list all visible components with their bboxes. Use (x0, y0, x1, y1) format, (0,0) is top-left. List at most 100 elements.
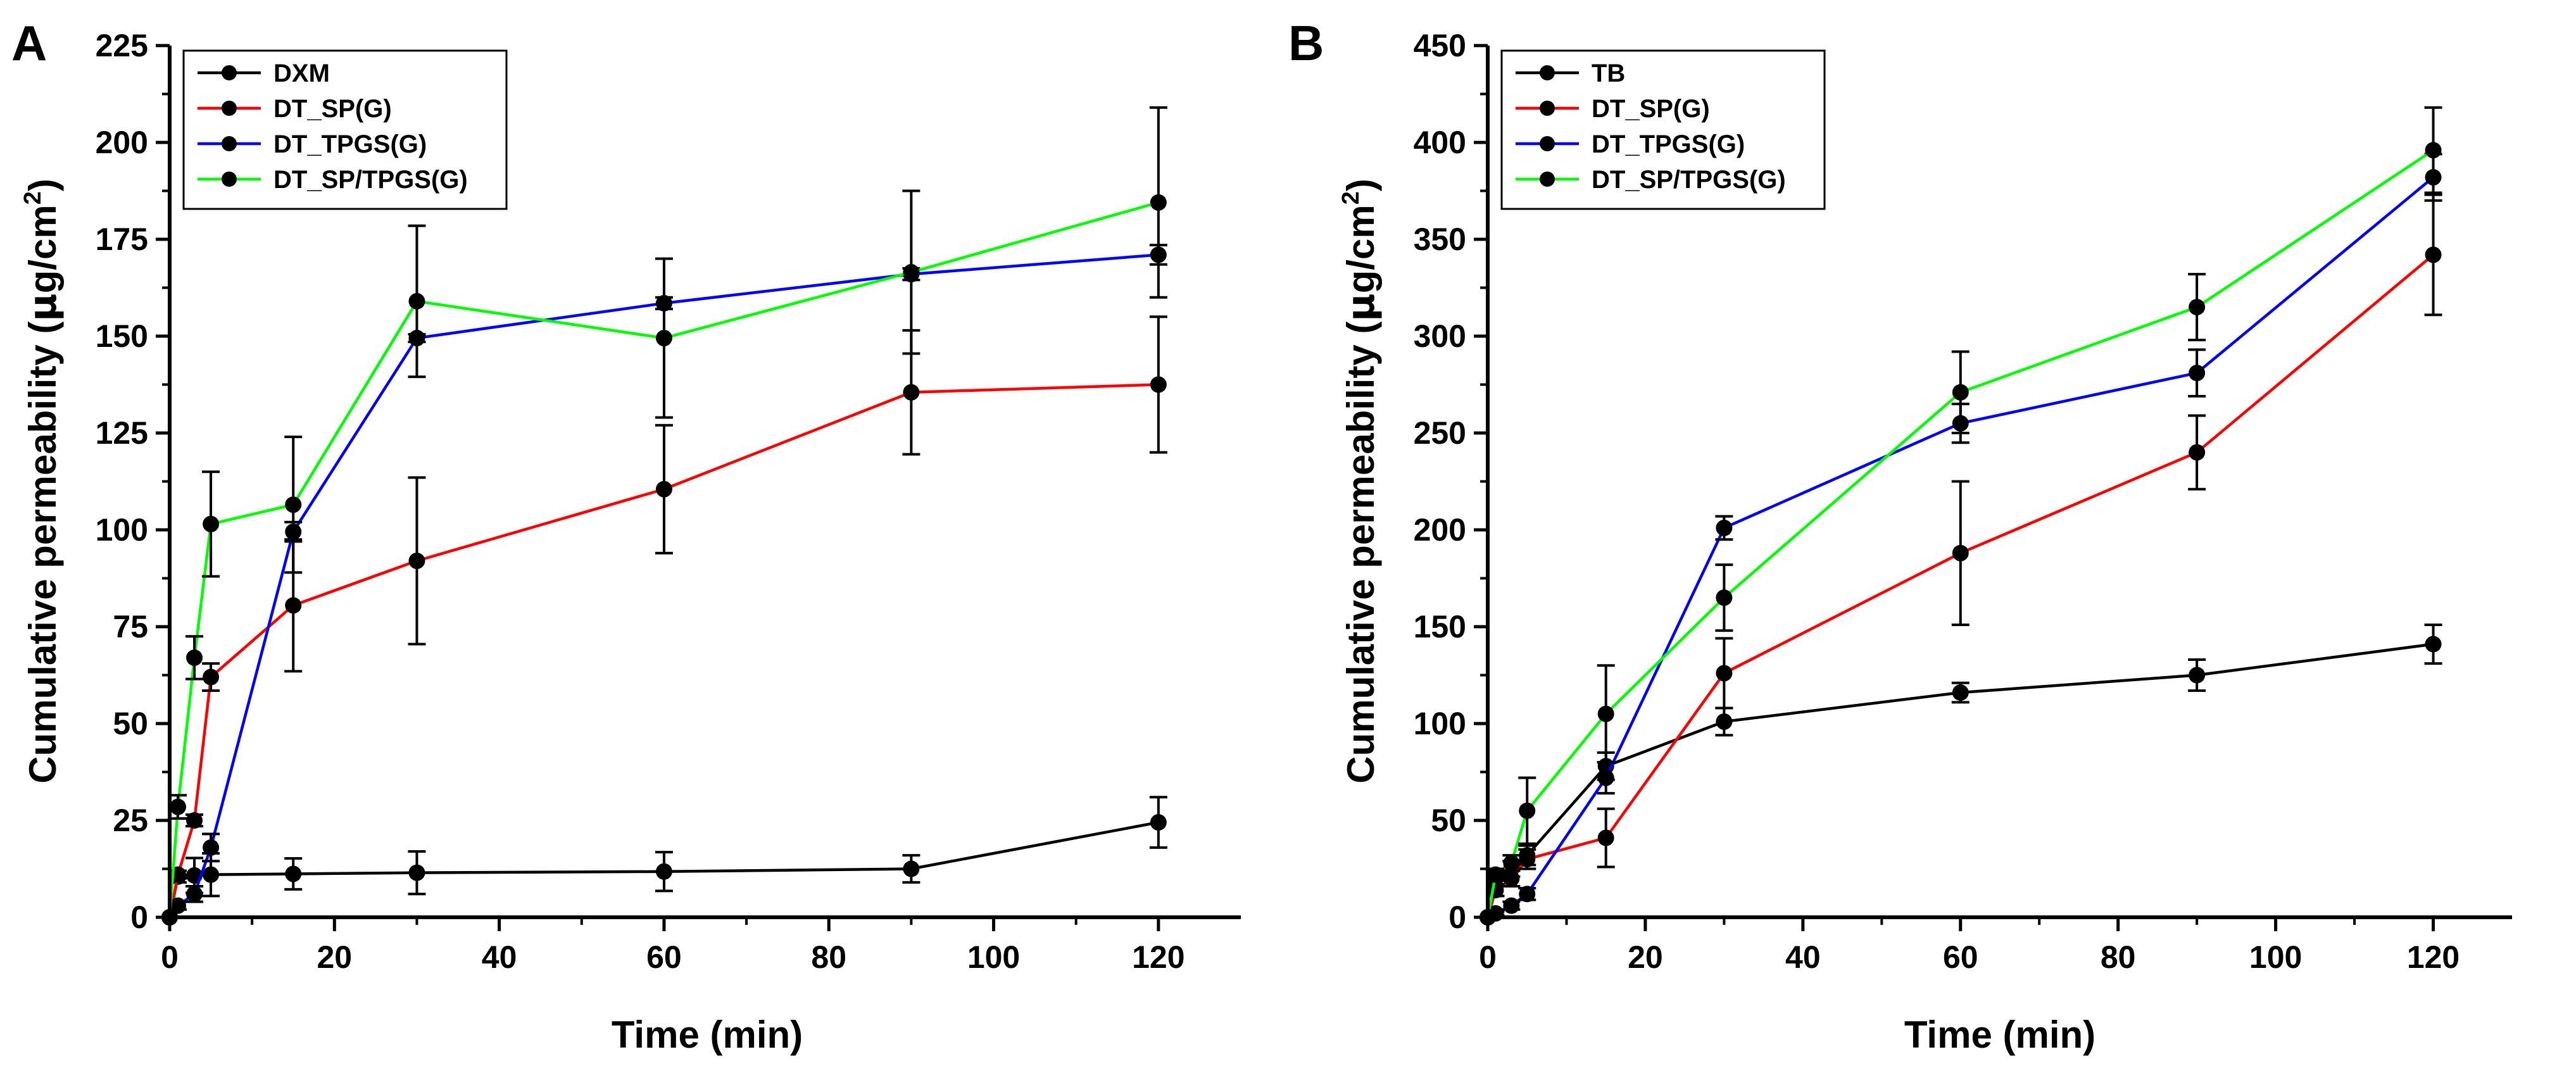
y-axis-title-main-a: Cumulative permeability ( (22, 322, 64, 784)
data-point (203, 668, 220, 686)
data-point (1716, 713, 1733, 730)
data-point (170, 897, 187, 914)
data-point (1487, 882, 1504, 899)
data-point (1503, 870, 1520, 887)
data-point (1597, 705, 1614, 722)
y-tick-label: 225 (96, 28, 148, 63)
y-tick-label: 400 (1414, 125, 1466, 160)
data-point (903, 860, 920, 877)
legend-swatch-marker (222, 101, 237, 116)
data-point (1519, 851, 1536, 868)
legend-swatch-marker (1540, 172, 1555, 187)
x-tick-label: 40 (482, 939, 517, 975)
data-point (2425, 246, 2442, 263)
data-point (1487, 866, 1504, 883)
data-point (170, 798, 187, 815)
legend-label: DT_TPGS(G) (1592, 130, 1745, 158)
y-axis-title-main-b: Cumulative permeability ( (1340, 322, 1382, 784)
data-point (1952, 384, 1969, 401)
data-point (1503, 897, 1520, 914)
legend-swatch-marker (222, 65, 237, 80)
data-point (1597, 769, 1614, 786)
x-tick-label: 100 (2249, 939, 2302, 975)
legend-label: DT_TPGS(G) (273, 130, 427, 158)
y-ticks-b: 0 50 100 150 200 250 300 350 400 450 (1414, 28, 1488, 935)
legend-swatch-marker (1540, 101, 1555, 116)
x-ticks-b: 0 20 40 60 80 100 120 (1479, 917, 2460, 975)
data-point (1150, 376, 1167, 393)
data-point (285, 597, 302, 614)
y-axis-title-unit-a: g/cm (22, 204, 64, 293)
y-tick-label: 200 (96, 125, 148, 160)
series-tb (1480, 623, 2442, 926)
panel-letter-a: A (11, 15, 47, 71)
x-axis-title-b: Time (min) (1904, 1013, 2095, 1056)
legend-box-a (182, 49, 508, 210)
y-ticks-a: 0 25 50 75 100 125 150 175 200 225 (96, 28, 170, 935)
data-point (655, 330, 672, 347)
y-axis-title-unit-b: g/cm (1340, 204, 1382, 293)
legend-swatch-marker (1540, 65, 1555, 80)
data-point (1716, 589, 1733, 606)
data-point (1952, 544, 1969, 562)
legend-label: DT_SP/TPGS(G) (273, 166, 468, 194)
y-axis-title-mu-a: μ (21, 293, 65, 321)
legend-label: TB (1592, 60, 1625, 87)
x-tick-label: 120 (1132, 939, 1184, 975)
y-tick-label: 150 (96, 318, 148, 354)
y-axis-title-close-a: ) (22, 179, 64, 191)
y-tick-label: 200 (1414, 512, 1466, 548)
y-axis-title-close-b: ) (1340, 179, 1382, 191)
data-point (903, 384, 920, 401)
data-point (2425, 636, 2442, 653)
y-axis-title-b: Cumulative permeability (μg/cm2) (1338, 179, 1383, 784)
series-dt-sp-tpgs-g- (1480, 106, 2442, 926)
data-point (903, 264, 920, 281)
data-point (203, 839, 220, 856)
data-point (2189, 365, 2206, 382)
x-tick-label: 0 (1479, 939, 1497, 975)
series-dt-sp-g- (161, 315, 1167, 926)
data-point (2425, 142, 2442, 159)
x-tick-label: 60 (1943, 939, 1978, 975)
legend-swatch-marker (222, 172, 237, 187)
data-point (1597, 829, 1614, 846)
data-point (2189, 444, 2206, 461)
data-point (1519, 802, 1536, 819)
legend-label: DT_SP/TPGS(G) (1592, 166, 1786, 194)
series-dxm (161, 796, 1167, 926)
y-tick-label: 175 (96, 222, 148, 257)
y-tick-label: 350 (1414, 222, 1466, 257)
data-point (655, 863, 672, 880)
data-point (1150, 194, 1167, 211)
y-tick-label: 0 (1448, 900, 1466, 935)
x-tick-label: 20 (317, 939, 352, 975)
data-point (1716, 519, 1733, 536)
y-axis-title-mu-b: μ (1339, 293, 1383, 321)
y-tick-label: 125 (96, 415, 148, 451)
y-tick-label: 100 (96, 512, 148, 548)
data-point (186, 649, 203, 666)
data-point (2189, 667, 2206, 684)
y-tick-label: 100 (1414, 706, 1466, 741)
y-tick-label: 0 (130, 900, 148, 935)
y-tick-label: 300 (1414, 318, 1466, 354)
legend-label: DT_SP(G) (273, 95, 392, 123)
y-tick-label: 450 (1414, 28, 1466, 63)
x-tick-label: 120 (2407, 939, 2460, 975)
chart-panel-b: B 0 20 40 60 80 100 120 0 50 100 150 200 250 300 350 4… (1288, 15, 2512, 1056)
series-dt-sp-tpgs-g- (161, 106, 1167, 926)
y-axis-title-a: Cumulative permeability (μg/cm2) (20, 179, 65, 784)
y-tick-label: 250 (1414, 415, 1466, 451)
data-point (1952, 684, 1969, 701)
data-point (655, 480, 672, 498)
x-ticks-a: 0 20 40 60 80 100 120 (161, 917, 1185, 975)
data-point (285, 865, 302, 882)
plot-area-b (1480, 106, 2442, 926)
x-tick-label: 80 (811, 939, 846, 975)
legend-label: DXM (273, 60, 330, 87)
data-point (1716, 665, 1733, 682)
data-point (285, 496, 302, 513)
y-tick-label: 50 (113, 706, 148, 741)
data-point (186, 812, 203, 829)
